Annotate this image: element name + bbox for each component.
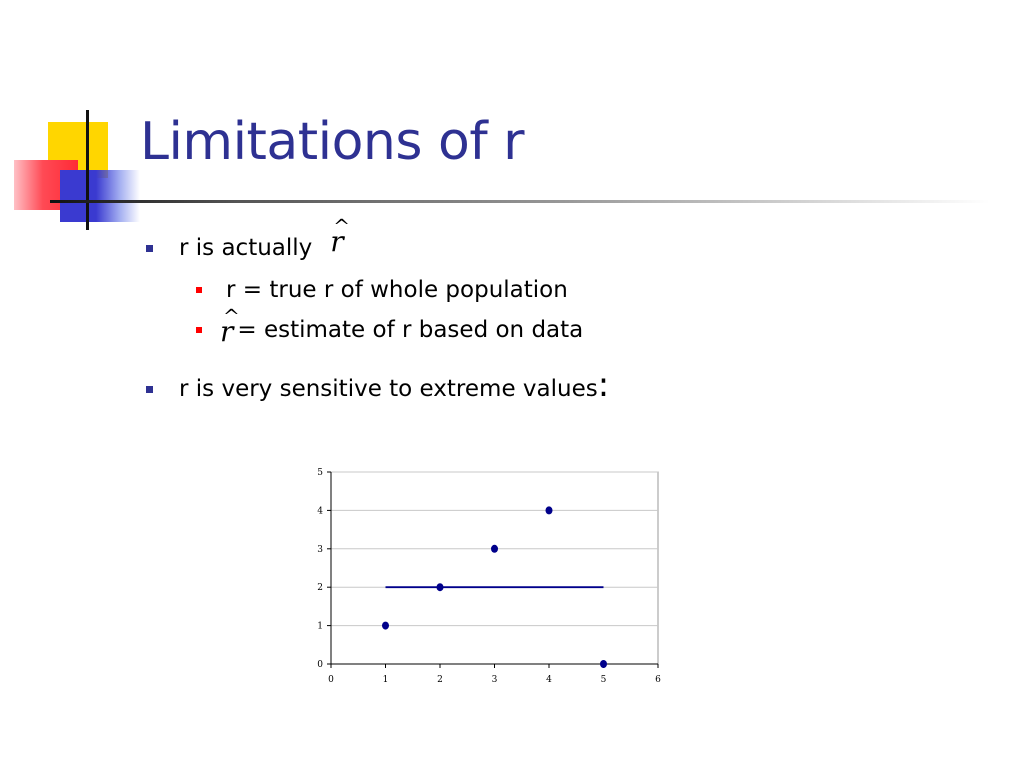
sub-bullet-1: r = true r of whole population [196, 277, 568, 303]
bullet-2-colon: : [597, 365, 610, 405]
x-tick-label: 0 [328, 675, 334, 685]
y-tick-label: 5 [317, 468, 323, 478]
x-tick-label: 6 [655, 675, 661, 685]
title-underline [50, 200, 990, 203]
data-point [545, 506, 553, 515]
y-tick-label: 2 [317, 583, 323, 593]
slide-title: Limitations of r [140, 112, 525, 172]
x-tick-label: 1 [383, 675, 389, 685]
sub-bullet-2: r ^ = estimate of r based on data [196, 304, 584, 348]
bullet-2-text: r is very sensitive to extreme values [179, 376, 598, 402]
x-tick-label: 5 [601, 675, 607, 685]
r-hat-symbol: r ^ [220, 304, 240, 348]
data-point [382, 621, 389, 630]
y-tick-label: 3 [317, 545, 323, 555]
plot-area [330, 471, 659, 665]
bullet-marker [146, 244, 153, 252]
bullet-1: r is actually r ^ [146, 216, 350, 262]
sub-bullet-1-text: r = true r of whole population [226, 277, 568, 303]
x-tick-label: 4 [546, 675, 552, 685]
sub-bullet-2-text: = estimate of r based on data [237, 317, 584, 343]
sub-bullet-marker [196, 327, 202, 333]
x-tick-label: 2 [437, 675, 443, 685]
bullet-2: r is very sensitive to extreme values : [146, 368, 609, 406]
scatter-chart: 0 1 2 3 4 5 0 1 2 3 4 5 6 [317, 468, 661, 685]
bullet-1-text: r is actually [179, 235, 313, 261]
decorative-blue-square [60, 170, 140, 222]
data-point [436, 583, 444, 592]
x-tick-label: 3 [492, 675, 498, 685]
bullet-marker [146, 385, 153, 393]
y-tick-label: 1 [317, 622, 323, 632]
y-tick-label: 4 [317, 506, 323, 516]
decorative-vertical-line [86, 110, 89, 230]
data-point [491, 544, 498, 553]
data-point [600, 660, 607, 668]
sub-bullet-marker [196, 287, 202, 293]
r-hat-symbol: r ^ [330, 214, 351, 258]
y-tick-label: 0 [317, 660, 323, 670]
